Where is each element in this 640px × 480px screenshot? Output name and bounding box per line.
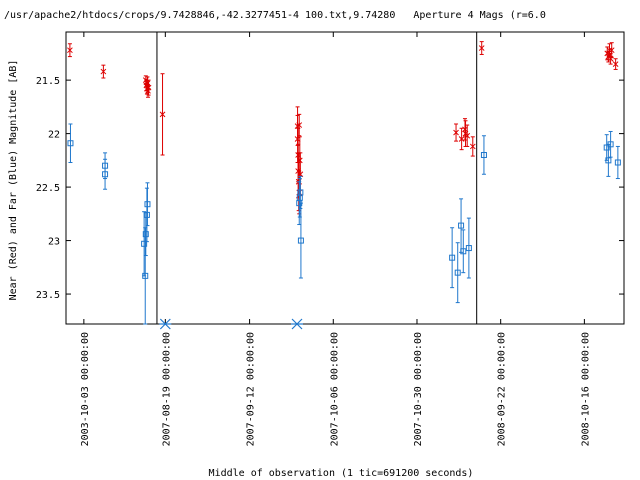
data-point — [464, 132, 471, 139]
data-point — [67, 140, 74, 147]
data-point — [102, 171, 109, 178]
data-point — [143, 211, 150, 218]
data-point — [145, 84, 152, 91]
x-tick-label: 2007-10-06 00:00:00 — [329, 332, 340, 446]
data-point — [296, 157, 303, 164]
data-point — [144, 201, 151, 208]
chart-title: /usr/apache2/htdocs/crops/9.7428846,-42.… — [4, 10, 546, 21]
data-point — [297, 189, 304, 196]
data-point — [480, 152, 487, 159]
x-tick-label: 2007-08-19 00:00:00 — [161, 332, 172, 446]
data-point — [142, 272, 149, 279]
data-point — [469, 143, 476, 150]
data-point — [460, 248, 467, 255]
data-point — [605, 157, 612, 164]
series-layer — [67, 41, 621, 325]
x-axis: 2003-10-03 00:00:00 2007-08-19 00:00:00 20… — [80, 32, 591, 446]
series-near — [67, 41, 619, 215]
plot-frame — [65, 31, 625, 325]
data-point — [458, 222, 465, 229]
data-point — [478, 45, 485, 51]
data-point — [297, 237, 304, 244]
data-point — [458, 136, 465, 142]
data-point — [67, 47, 73, 54]
data-point — [603, 144, 610, 151]
data-point — [612, 61, 619, 67]
x-tick-label: 2007-10-30 00:00:00 — [413, 332, 424, 446]
x-axis-label: Middle of observation (1 tic=691200 seco… — [209, 468, 474, 479]
data-point — [449, 254, 456, 261]
series-far — [67, 123, 621, 325]
y-tick-label: 23 — [48, 237, 60, 248]
x-tick-label: 2008-10-16 00:00:00 — [580, 332, 591, 446]
data-point — [608, 47, 615, 54]
y-axis-label: Near (Red) and Far (Blue) Magnitude [AB] — [8, 60, 19, 301]
x-tick-label: 2008-09-22 00:00:00 — [497, 332, 508, 446]
y-axis: 21.5 22 22.5 23 23.5 — [36, 76, 624, 301]
data-point — [606, 47, 613, 54]
data-point — [142, 231, 149, 238]
data-point — [607, 141, 614, 148]
data-point — [454, 269, 461, 276]
data-point — [607, 55, 614, 62]
y-tick-label: 21.5 — [36, 76, 60, 87]
plot-area — [65, 31, 625, 325]
data-point — [100, 68, 107, 75]
y-tick-label: 22 — [48, 130, 60, 141]
data-point — [159, 111, 166, 118]
data-point — [614, 159, 621, 166]
data-point — [465, 245, 472, 252]
y-tick-label: 22.5 — [36, 183, 60, 194]
data-point — [296, 122, 303, 128]
data-point — [453, 129, 459, 136]
y-tick-label: 23.5 — [36, 290, 60, 301]
data-point — [144, 80, 151, 87]
x-tick-label: 2007-09-12 00:00:00 — [246, 332, 257, 446]
data-point — [141, 240, 148, 247]
x-tick-label: 2003-10-03 00:00:00 — [80, 332, 91, 446]
